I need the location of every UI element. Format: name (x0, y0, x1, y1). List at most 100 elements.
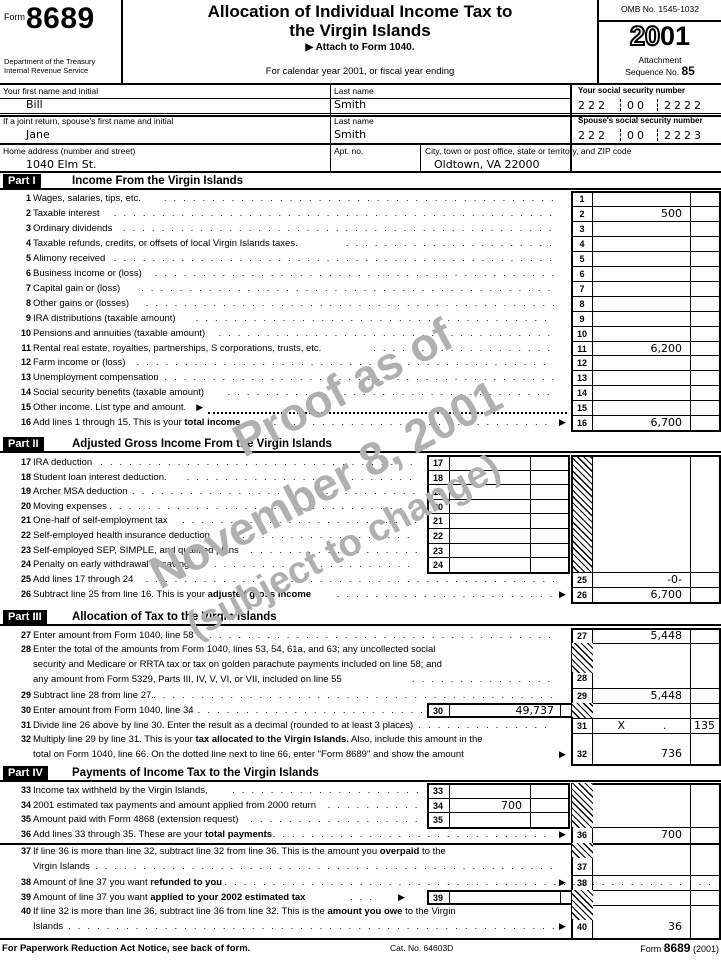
attachment-label: Attachment (638, 55, 682, 65)
line-30-amount[interactable]: 49,737 (515, 704, 555, 717)
spouse-last-name-value[interactable]: Smith (334, 128, 367, 141)
leader-dots: . . . . . . . . . . . . . . . . . . . . … (154, 372, 557, 383)
line-number: 18 (20, 472, 31, 482)
amount-cell-number: 28 (576, 673, 587, 683)
line-27-amount[interactable]: 5,448 (650, 629, 683, 642)
line-number: 17 (20, 457, 31, 467)
line-31-decimal-value[interactable]: 135 (694, 719, 715, 732)
grid-rule (571, 783, 573, 938)
grid-rule (571, 688, 721, 689)
leader-dots: . . . . . . . . . . . . . . . . . . . . … (182, 515, 420, 526)
line-32-amount[interactable]: 736 (661, 747, 682, 760)
ssn-part-3[interactable]: 2222 (664, 99, 704, 112)
grid-rule (560, 703, 561, 718)
leader-dots: . . . . . . . . . . . . . . . . . . . . … (190, 630, 553, 641)
line-number: 4 (25, 238, 31, 248)
dotted-entry-line[interactable] (208, 410, 567, 414)
line-label: Wages, salaries, tips, etc. (33, 193, 141, 204)
line-31-decimal-point[interactable]: . (663, 719, 667, 732)
grid-rule (427, 528, 570, 529)
line-number: 23 (20, 545, 31, 555)
line-number: 37 (20, 846, 31, 856)
department-label: Department of the Treasury Internal Reve… (4, 57, 95, 75)
footer-form-id: Form 8689 (2001) (640, 941, 719, 955)
line-label: Divide line 26 above by line 30. Enter t… (33, 720, 414, 731)
line-34-amount[interactable]: 700 (501, 799, 522, 812)
line-number: 38 (20, 877, 31, 887)
line-29-amount[interactable]: 5,448 (650, 689, 683, 702)
line-number: 40 (20, 906, 31, 916)
part-1-title: Income From the Virgin Islands (72, 175, 244, 187)
line-39-entry-box[interactable] (427, 890, 571, 905)
shaded-cell (572, 843, 593, 858)
attach-instruction: ▶ Attach to Form 1040. (305, 42, 415, 53)
26-amount[interactable]: 6,700 (650, 588, 683, 601)
form-word-label: Form (4, 12, 25, 22)
amount-cell-number: 3 (579, 224, 585, 234)
line-40-amount[interactable]: 36 (668, 920, 682, 933)
line-number: 21 (20, 515, 31, 525)
first-name-value[interactable]: Bill (26, 98, 43, 111)
line-36-amount[interactable]: 700 (661, 828, 682, 841)
line-number: 3 (25, 223, 31, 233)
amount-cell-number: 11 (577, 344, 587, 354)
address-value[interactable]: 1040 Elm St. (26, 158, 97, 171)
grid-rule (592, 783, 593, 938)
ssn-part-2[interactable]: 00 (627, 99, 647, 112)
spouse-first-name-value[interactable]: Jane (26, 128, 50, 141)
grid-rule (571, 890, 721, 891)
city-divider (420, 145, 421, 173)
25-amount[interactable]: -0- (667, 573, 682, 586)
line-label: Social security benefits (taxable amount… (33, 387, 205, 398)
page-title: Allocation of Individual Income Tax to t… (123, 2, 597, 40)
spouse-ssn-part-1[interactable]: 222 (578, 129, 608, 142)
line-11-amount[interactable]: 6,200 (650, 342, 683, 355)
line-label: Enter the total of the amounts from Form… (33, 644, 436, 655)
grid-rule (571, 400, 721, 401)
line-label: Rental real estate, royalties, partnersh… (33, 343, 322, 354)
grid-rule (571, 430, 721, 432)
amount-cell-number: 40 (576, 922, 587, 932)
header-divider-right (597, 0, 599, 84)
line-number: 32 (20, 734, 31, 744)
part-2-rule (0, 451, 721, 453)
grid-rule (571, 628, 721, 630)
form-footer: For Paperwork Reduction Act Notice, see … (0, 940, 721, 962)
spouse-ssn-part-3[interactable]: 2223 (664, 129, 704, 142)
city-value[interactable]: Oldtown, VA 22000 (434, 158, 540, 171)
footer-form-word: Form (640, 944, 664, 954)
leader-dots: . . . . . . . . . . . . . . . . . . . . … (195, 313, 549, 324)
leader-dots: . . . . . . . . . . . . . . . . . . . . … (218, 328, 553, 339)
footer-form-year: (2001) (690, 944, 719, 954)
line-label: Subtract line 25 from line 16. This is y… (33, 589, 312, 600)
ssn-part-1[interactable]: 222 (578, 99, 608, 112)
footer-rule (0, 938, 721, 940)
line-label: security and Medicare or RRTA tax or tax… (33, 659, 442, 670)
leader-dots: . . . . . . . . . . . . . . . . . . . . … (100, 457, 415, 468)
spouse-ssn-part-2[interactable]: 00 (627, 129, 647, 142)
line-16-amount[interactable]: 6,700 (650, 416, 683, 429)
calendar-year-label: For calendar year 2001, or fiscal year e… (265, 66, 455, 77)
line-number: 12 (20, 357, 31, 367)
grid-rule (427, 513, 570, 514)
grid-rule (427, 499, 570, 500)
line-31-multiplier[interactable]: X (617, 719, 625, 732)
ssn-col-divider (570, 85, 572, 173)
last-name-value[interactable]: Smith (334, 98, 367, 111)
line-number: 9 (25, 313, 31, 323)
grid-rule (571, 281, 721, 282)
paperwork-notice: For Paperwork Reduction Act Notice, see … (2, 943, 251, 954)
grid-rule (571, 455, 721, 457)
leader-dots: . . . . . . . . . . . . . . . . . . . . … (227, 387, 552, 398)
line-number: 39 (20, 892, 31, 902)
line-label: Student loan interest deduction. (33, 472, 167, 483)
line-30-entry-box[interactable] (427, 703, 571, 718)
grid-rule (571, 905, 721, 906)
line-2-amount[interactable]: 500 (661, 207, 682, 220)
leader-dots: . . . . . . . . . . . . . . . . . . . . … (154, 268, 557, 279)
apt-label: Apt. no. (334, 146, 364, 156)
department-line-1: Department of the Treasury (4, 57, 96, 66)
amount-cell-number: 26 (576, 590, 587, 600)
grid-rule (571, 703, 721, 704)
